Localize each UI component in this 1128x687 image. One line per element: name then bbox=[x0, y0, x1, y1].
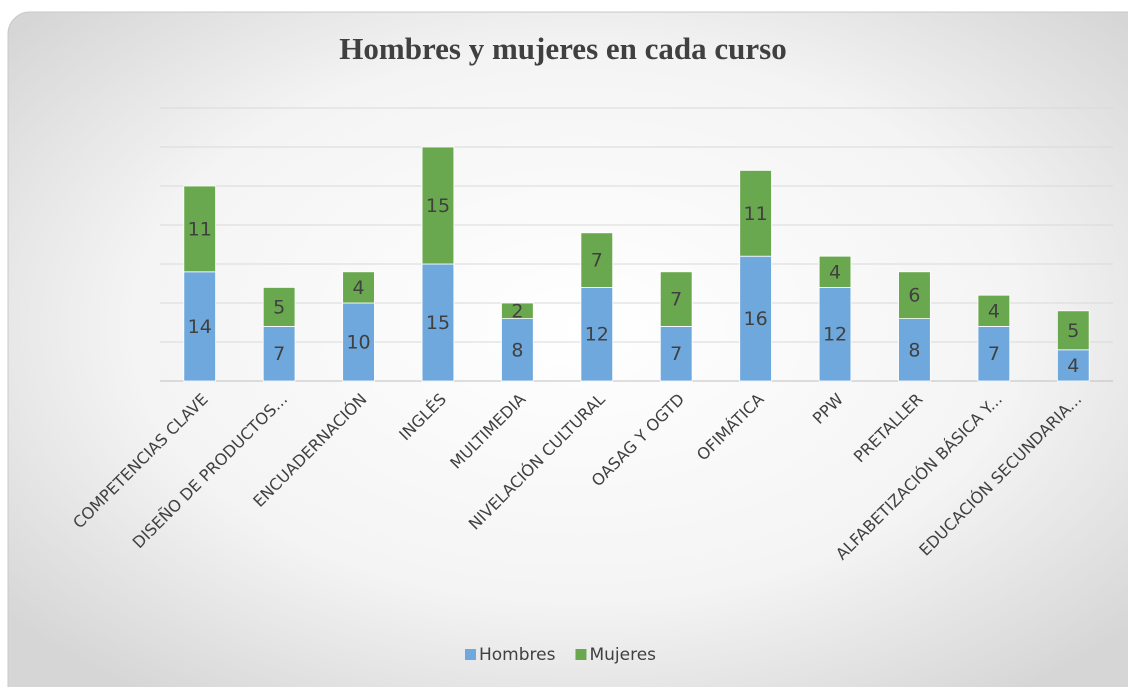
data-label: 8 bbox=[511, 339, 523, 361]
bar-segment bbox=[262, 286, 296, 327]
bar-segment bbox=[898, 318, 931, 382]
bar-segment bbox=[183, 271, 216, 382]
bar-segment bbox=[659, 271, 693, 327]
data-label: 15 bbox=[426, 195, 450, 217]
bar-segment bbox=[739, 169, 772, 257]
data-label: 6 bbox=[908, 285, 920, 307]
bar-segment bbox=[977, 294, 1011, 327]
bar-segment bbox=[501, 302, 534, 320]
bar-segment bbox=[183, 185, 216, 273]
bar-segment bbox=[818, 255, 852, 288]
chart-background bbox=[7, 11, 1128, 687]
bar-segment bbox=[501, 318, 534, 382]
data-label: 12 bbox=[823, 324, 847, 346]
bar-segment bbox=[421, 146, 455, 265]
legend-label: Mujeres bbox=[589, 645, 656, 665]
bar-segment bbox=[659, 325, 693, 382]
data-label: 7 bbox=[988, 343, 1000, 365]
data-label: 7 bbox=[591, 250, 603, 272]
data-label: 14 bbox=[188, 316, 212, 338]
bar-segment bbox=[342, 302, 375, 382]
data-label: 4 bbox=[1067, 355, 1079, 377]
data-label: 7 bbox=[670, 343, 682, 365]
data-label: 11 bbox=[744, 203, 768, 225]
data-label: 7 bbox=[273, 343, 285, 365]
data-label: 12 bbox=[585, 324, 609, 346]
bar-segment bbox=[342, 271, 375, 304]
bar-segment bbox=[1057, 349, 1090, 382]
data-label: 8 bbox=[908, 339, 920, 361]
data-label: 11 bbox=[188, 218, 212, 240]
legend-label: Hombres bbox=[479, 645, 556, 665]
data-label: 7 bbox=[670, 289, 682, 311]
data-label: 4 bbox=[352, 277, 364, 299]
bar-segment bbox=[1057, 310, 1090, 351]
bar-segment bbox=[898, 271, 931, 319]
bar-segment bbox=[580, 286, 614, 382]
data-label: 10 bbox=[346, 332, 370, 354]
bar-segment bbox=[977, 325, 1011, 382]
data-label: 4 bbox=[988, 300, 1000, 322]
data-label: 5 bbox=[273, 296, 285, 318]
bar-segment bbox=[580, 232, 614, 288]
bar-segment bbox=[262, 325, 296, 382]
legend-swatch bbox=[575, 649, 587, 660]
data-label: 4 bbox=[829, 261, 841, 283]
bar-segment bbox=[739, 255, 772, 382]
legend-swatch bbox=[465, 649, 476, 660]
data-label: 16 bbox=[744, 308, 768, 330]
bar-segment bbox=[818, 286, 852, 382]
data-label: 5 bbox=[1067, 320, 1079, 342]
data-label: 15 bbox=[426, 312, 450, 334]
chart-title: Hombres y mujeres en cada curso bbox=[339, 31, 786, 66]
data-label: 2 bbox=[511, 300, 523, 322]
